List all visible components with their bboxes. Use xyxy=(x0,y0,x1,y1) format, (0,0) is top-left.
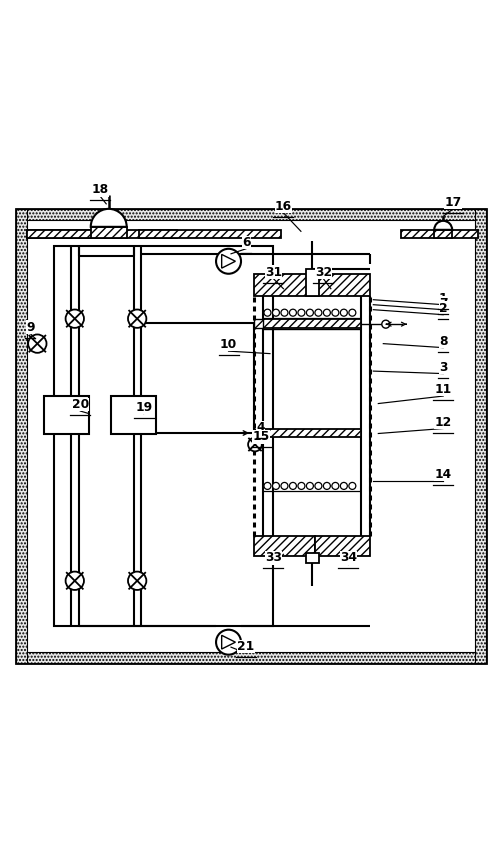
Text: 8: 8 xyxy=(438,335,446,348)
Circle shape xyxy=(289,482,296,489)
Text: 18: 18 xyxy=(92,183,109,196)
Text: 16: 16 xyxy=(275,200,292,212)
Wedge shape xyxy=(91,209,126,227)
Circle shape xyxy=(306,310,313,316)
Circle shape xyxy=(128,571,146,590)
Polygon shape xyxy=(221,636,235,649)
Circle shape xyxy=(331,482,338,489)
Bar xyxy=(44,396,89,434)
Bar xyxy=(17,652,484,663)
Bar xyxy=(305,269,318,297)
Bar xyxy=(254,536,314,556)
Wedge shape xyxy=(433,221,451,230)
Circle shape xyxy=(323,482,330,489)
Text: 7: 7 xyxy=(438,297,446,310)
Bar xyxy=(254,428,263,438)
Bar xyxy=(314,274,369,297)
Bar xyxy=(138,230,281,238)
Circle shape xyxy=(323,310,330,316)
Text: 6: 6 xyxy=(241,236,250,249)
Bar xyxy=(27,220,474,652)
Bar xyxy=(27,230,177,238)
Circle shape xyxy=(28,335,47,353)
Circle shape xyxy=(215,629,240,655)
Bar xyxy=(474,209,484,663)
Bar xyxy=(314,536,369,556)
Circle shape xyxy=(66,571,84,590)
Text: 34: 34 xyxy=(339,551,356,564)
Circle shape xyxy=(348,310,355,316)
Bar xyxy=(27,230,105,238)
Text: 17: 17 xyxy=(444,196,461,209)
Circle shape xyxy=(281,482,288,489)
Bar xyxy=(54,246,273,626)
Text: 19: 19 xyxy=(135,401,152,414)
Text: 32: 32 xyxy=(314,266,331,279)
Bar xyxy=(91,227,126,238)
Bar xyxy=(400,230,477,238)
Text: 31: 31 xyxy=(265,266,282,279)
Text: 14: 14 xyxy=(434,468,451,481)
Circle shape xyxy=(128,310,146,328)
Bar xyxy=(433,230,451,238)
Circle shape xyxy=(314,482,321,489)
Circle shape xyxy=(340,310,347,316)
Circle shape xyxy=(331,310,338,316)
Circle shape xyxy=(314,310,321,316)
Text: 3: 3 xyxy=(438,361,446,374)
Circle shape xyxy=(272,482,279,489)
Circle shape xyxy=(215,249,240,274)
Bar xyxy=(254,274,314,297)
Text: 20: 20 xyxy=(72,398,89,411)
Polygon shape xyxy=(221,254,235,268)
Circle shape xyxy=(297,482,304,489)
Text: 33: 33 xyxy=(265,551,282,564)
Circle shape xyxy=(264,482,271,489)
Text: 9: 9 xyxy=(26,321,35,334)
Text: 12: 12 xyxy=(434,415,451,428)
Circle shape xyxy=(272,310,279,316)
Text: 1: 1 xyxy=(438,291,446,304)
Text: 15: 15 xyxy=(252,431,269,444)
Bar xyxy=(305,553,318,564)
Text: 21: 21 xyxy=(237,640,254,653)
Circle shape xyxy=(66,310,84,328)
Circle shape xyxy=(306,482,313,489)
Circle shape xyxy=(348,482,355,489)
Bar xyxy=(263,319,360,328)
Circle shape xyxy=(247,438,262,452)
Bar xyxy=(111,396,156,434)
Text: 10: 10 xyxy=(219,338,236,351)
Bar xyxy=(254,319,263,328)
Circle shape xyxy=(340,482,347,489)
Text: 4: 4 xyxy=(256,421,265,434)
Bar xyxy=(17,209,27,663)
Circle shape xyxy=(297,310,304,316)
Circle shape xyxy=(289,310,296,316)
Text: 2: 2 xyxy=(438,302,446,315)
Text: 11: 11 xyxy=(434,383,451,396)
Bar xyxy=(263,428,360,438)
Circle shape xyxy=(281,310,288,316)
Bar xyxy=(17,209,484,220)
Circle shape xyxy=(264,310,271,316)
Circle shape xyxy=(381,320,389,329)
